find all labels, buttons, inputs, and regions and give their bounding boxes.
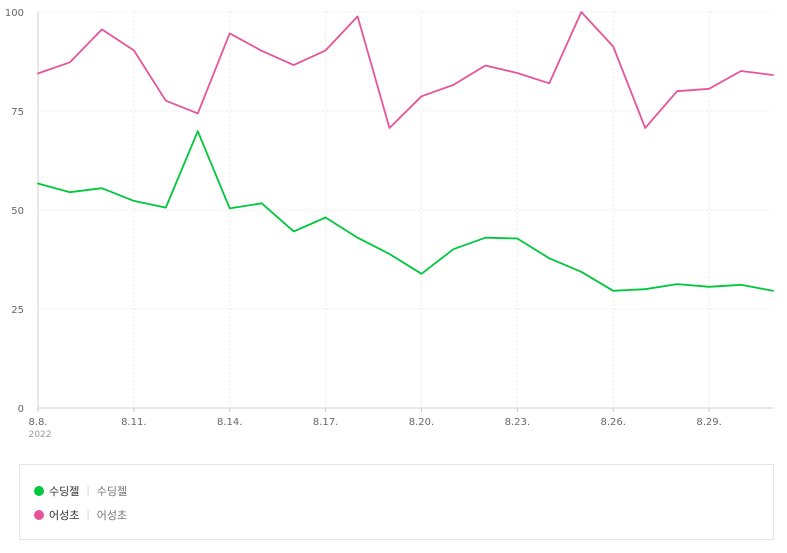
y-tick-label: 25 [11,305,24,316]
x-tick-label: 8.23. [505,417,530,428]
legend-sublabel-sudinggel: 수딩젤 [96,485,128,498]
series-lines [37,11,774,292]
line-chart: 0 25 50 75 100 8.8. 8.11. 8.14. 8.17. 8.20. 8.23.… [5,8,774,440]
x-tick-label: 8.8. [28,417,47,428]
legend-separator: | [86,509,90,521]
x-tick-label: 8.26. [600,417,625,428]
series-line-eoseongcho [37,11,774,129]
y-tick-label: 75 [11,107,24,118]
x-tick-label: 8.17. [313,417,338,428]
gridlines [38,11,773,408]
legend-swatch-eoseongcho [34,510,44,520]
legend-sublabel-eoseongcho: 어성초 [96,509,128,522]
legend-swatch-sudinggel [34,486,44,496]
x-tick-label: 8.29. [696,417,721,428]
legend-label-sudinggel: 수딩젤 [49,485,80,498]
legend-separator: | [86,485,90,497]
y-tick-labels: 0 25 50 75 100 [5,8,24,415]
legend-label-eoseongcho: 어성초 [49,509,80,522]
x-tick-labels: 8.8. 8.11. 8.14. 8.17. 8.20. 8.23. 8.26. 8.29. 2… [28,417,721,440]
y-tick-label: 50 [11,206,24,217]
legend: 수딩젤 | 수딩젤 어성초 | 어성초 [19,464,774,540]
x-tick-label: 8.11. [121,417,146,428]
x-tick-label: 8.14. [217,417,242,428]
y-tick-label: 100 [5,8,24,19]
x-tick-year-label: 2022 [29,430,52,440]
legend-item-eoseongcho[interactable]: 어성초 | 어성초 [34,507,127,523]
legend-item-sudinggel[interactable]: 수딩젤 | 수딩젤 [34,483,127,499]
axes [37,12,773,412]
series-line-sudinggel [37,130,774,292]
x-tick-label: 8.20. [409,417,434,428]
y-tick-label: 0 [18,404,24,415]
